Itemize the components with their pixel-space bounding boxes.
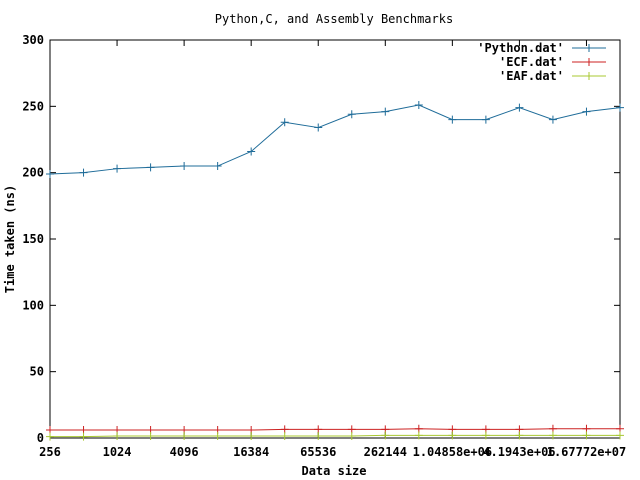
data-point xyxy=(448,431,457,440)
data-point xyxy=(548,431,557,440)
plot-frame xyxy=(49,39,621,439)
data-point xyxy=(314,432,323,441)
data-point xyxy=(481,431,490,440)
data-point xyxy=(247,147,256,156)
data-point xyxy=(448,115,457,124)
data-point xyxy=(46,432,54,441)
data-point xyxy=(180,432,189,441)
data-point xyxy=(548,115,557,124)
series-2 xyxy=(46,431,624,441)
series-0 xyxy=(46,101,624,178)
y-tick-label: 250 xyxy=(22,99,44,113)
data-point xyxy=(347,432,356,441)
data-point xyxy=(79,432,88,441)
data-point xyxy=(515,431,524,440)
y-axis: 0 50 100 150 200 250 300 xyxy=(22,33,620,445)
data-point xyxy=(515,103,524,112)
y-tick-label: 150 xyxy=(22,232,44,246)
data-point xyxy=(280,118,289,127)
data-point xyxy=(616,103,624,112)
data-point xyxy=(347,110,356,119)
data-point xyxy=(113,164,122,173)
x-axis-label: Data size xyxy=(301,464,366,478)
data-point xyxy=(582,107,591,116)
x-tick-label: 262144 xyxy=(364,445,407,459)
data-point xyxy=(46,169,54,178)
data-point xyxy=(280,432,289,441)
x-tick-label: 4096 xyxy=(170,445,199,459)
y-tick-label: 100 xyxy=(22,298,44,312)
data-point xyxy=(79,168,88,177)
data-point xyxy=(381,107,390,116)
series-line xyxy=(50,434,620,438)
x-axis: 256 1024 4096 16384 65536 262144 1.04858e+064.… xyxy=(39,40,626,459)
legend-marker xyxy=(585,72,593,80)
data-point xyxy=(146,432,155,441)
data-point xyxy=(616,431,624,440)
data-point xyxy=(213,162,222,171)
data-point xyxy=(381,431,390,440)
data-point xyxy=(113,432,122,441)
y-tick-label: 0 xyxy=(37,431,44,445)
x-tick-label: 1.67772e+07 xyxy=(547,445,626,459)
data-point xyxy=(180,162,189,171)
y-tick-label: 300 xyxy=(22,33,44,47)
data-point xyxy=(414,431,423,440)
legend: 'Python.dat''ECF.dat''EAF.dat' xyxy=(477,41,606,83)
y-tick-label: 200 xyxy=(22,166,44,180)
data-point xyxy=(481,115,490,124)
data-point xyxy=(247,432,256,441)
legend-label: 'ECF.dat' xyxy=(499,55,564,69)
x-tick-label: 1.04858e+06 xyxy=(413,445,492,459)
series-1 xyxy=(46,424,624,435)
x-tick-label: 4.1943e+06 xyxy=(483,445,555,459)
y-axis-label: Time taken (ns) xyxy=(3,185,17,293)
legend-marker xyxy=(585,58,593,66)
data-point xyxy=(146,163,155,172)
data-point xyxy=(414,101,423,110)
series-layer xyxy=(46,101,624,441)
series-line xyxy=(49,104,621,175)
chart-title: Python,C, and Assembly Benchmarks xyxy=(215,12,453,26)
series-line xyxy=(50,428,620,431)
x-tick-label: 16384 xyxy=(233,445,269,459)
data-point xyxy=(582,431,591,440)
y-tick-label: 50 xyxy=(30,365,44,379)
legend-marker xyxy=(585,44,593,52)
data-point xyxy=(213,432,222,441)
x-tick-label: 65536 xyxy=(300,445,336,459)
x-tick-label: 256 xyxy=(39,445,61,459)
x-tick-label: 1024 xyxy=(103,445,132,459)
legend-label: 'EAF.dat' xyxy=(499,69,564,83)
data-point xyxy=(314,123,323,132)
legend-label: 'Python.dat' xyxy=(477,41,564,55)
